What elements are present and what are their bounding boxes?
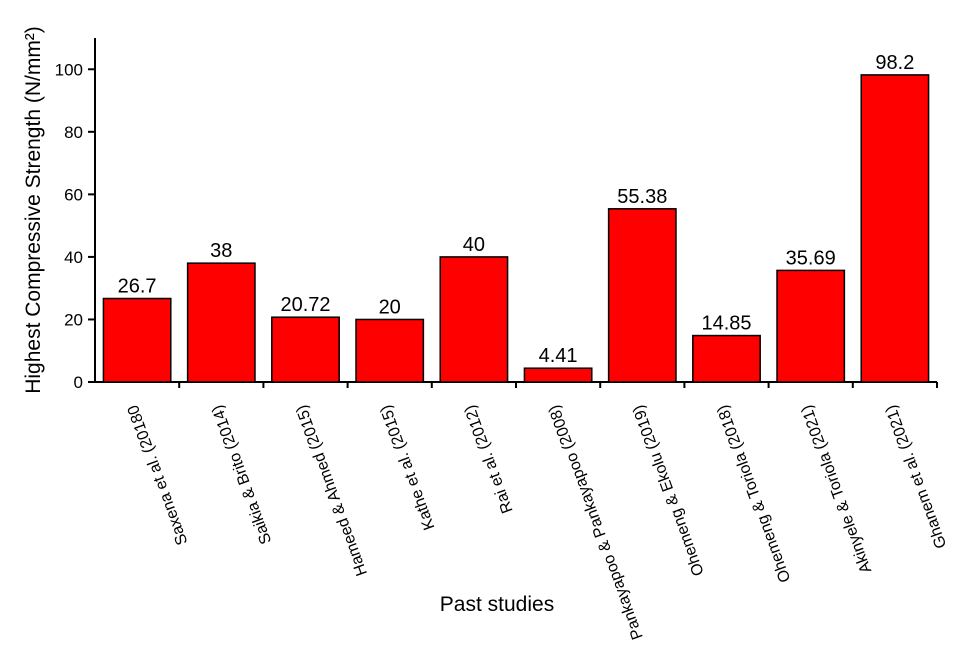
bar bbox=[102, 297, 172, 383]
value-label: 38 bbox=[210, 240, 232, 262]
y-tick-label: 80 bbox=[64, 123, 83, 142]
bar bbox=[692, 334, 761, 383]
value-label: 35.69 bbox=[786, 247, 836, 269]
x-tick-label: Saikia & Brito (2014) bbox=[209, 403, 275, 547]
x-tick-label: Ohemeng & Ekolu (2019) bbox=[630, 403, 708, 578]
y-axis-label: Highest Compressive Strength (N/mm²) bbox=[22, 26, 45, 394]
y-tick-label: 40 bbox=[64, 248, 83, 267]
value-label: 40 bbox=[463, 234, 485, 256]
x-tick-label: Hameed & Ahmed (2015) bbox=[293, 403, 371, 578]
bar bbox=[776, 269, 846, 383]
x-tick-label: Ghanem et al. (2021) bbox=[883, 403, 951, 551]
value-label: 26.7 bbox=[118, 276, 157, 298]
value-label: 98.2 bbox=[875, 52, 914, 74]
value-label: 20.72 bbox=[280, 294, 330, 316]
bar bbox=[607, 208, 677, 383]
bar bbox=[355, 318, 425, 383]
x-tick-label: Ohemeng & Toriola (2018) bbox=[714, 403, 794, 585]
y-tick-label: 60 bbox=[64, 185, 83, 204]
x-tick-label: Saxena et al. (20180 bbox=[125, 403, 192, 548]
y-tick-label: 0 bbox=[74, 373, 83, 392]
x-tick-label: Rai et al. (2012) bbox=[462, 403, 517, 516]
x-tick-label: Pankayapoo & Pankayapoo (2008) bbox=[546, 403, 647, 642]
bar bbox=[439, 256, 509, 383]
value-label: 4.41 bbox=[539, 345, 578, 367]
x-tick-label: Kathe et al. (2015) bbox=[377, 403, 438, 533]
bar bbox=[860, 74, 930, 383]
value-label: 14.85 bbox=[701, 313, 751, 335]
y-tick-label: 20 bbox=[64, 310, 83, 329]
x-tick-label: Akinyele & Toriola (2021) bbox=[798, 403, 875, 576]
value-label: 55.38 bbox=[617, 186, 667, 208]
x-axis-label: Past studies bbox=[440, 593, 554, 616]
bar bbox=[186, 262, 256, 383]
y-tick-label: 100 bbox=[55, 60, 83, 79]
value-label: 20 bbox=[379, 296, 401, 318]
bar bbox=[523, 367, 593, 383]
bar bbox=[271, 316, 340, 383]
